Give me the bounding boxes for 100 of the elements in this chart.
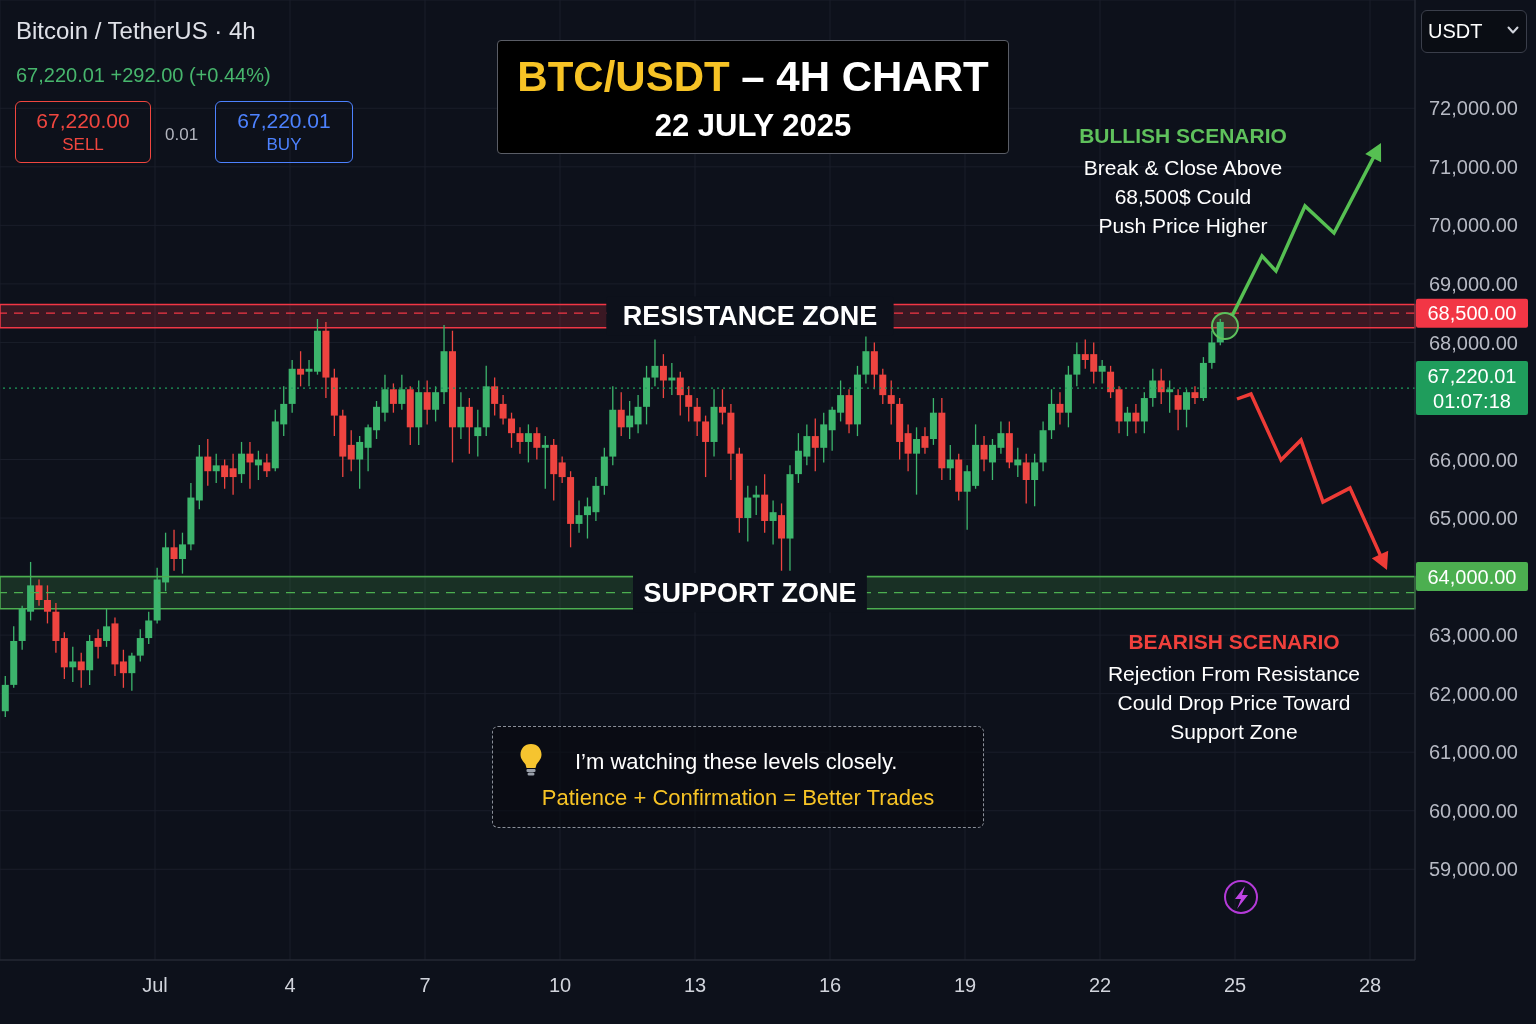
candlestick — [474, 409, 482, 458]
candlestick — [43, 584, 51, 625]
candlestick — [94, 628, 102, 660]
candlestick — [693, 397, 701, 437]
candlestick — [465, 397, 473, 455]
buy-button: 67,220.01 BUY — [215, 101, 353, 163]
candlestick — [1183, 388, 1191, 428]
candlestick — [1132, 403, 1140, 434]
candlestick — [870, 341, 878, 390]
candlestick — [702, 414, 710, 478]
candlestick — [541, 435, 549, 490]
title-frame: BTC/USDT – 4H CHART 22 JULY 2025 — [497, 40, 1009, 154]
x-tick-label: Jul — [142, 974, 168, 997]
candlestick — [263, 453, 271, 478]
candlestick — [119, 649, 127, 689]
candlestick — [178, 532, 186, 575]
candlestick — [136, 628, 144, 663]
y-tick-label: 66,000.00 — [1429, 448, 1518, 471]
candlestick — [1123, 406, 1131, 437]
annotation: I’m watching these levels closely. Patience + Confirmation = Better Trades — [540, 748, 936, 812]
annotation: Bitcoin / TetherUS · 4h — [16, 17, 256, 44]
y-tick-label: 61,000.00 — [1429, 741, 1518, 764]
y-tick-label: 68,000.00 — [1429, 331, 1518, 354]
candlestick — [1107, 365, 1115, 399]
candlestick — [1031, 453, 1039, 507]
candlestick — [879, 368, 887, 405]
candlestick — [744, 485, 752, 543]
candlestick — [238, 441, 246, 484]
candlestick — [389, 382, 397, 414]
candlestick — [356, 435, 364, 490]
candlestick — [69, 646, 77, 683]
band-label: SUPPORT ZONE — [643, 577, 857, 608]
candlestick — [533, 426, 541, 461]
x-tick-label: 19 — [953, 974, 977, 997]
y-tick-label: 69,000.00 — [1429, 273, 1518, 295]
candlestick — [575, 499, 583, 534]
y-tick-label: 60,000.00 — [1429, 799, 1518, 822]
y-tick-label: 62,000.00 — [1429, 682, 1518, 705]
candlestick — [398, 373, 406, 411]
candlestick — [128, 652, 136, 692]
candlestick — [212, 453, 220, 484]
candlestick — [499, 394, 507, 426]
candlestick — [820, 412, 828, 464]
candlestick — [1157, 368, 1165, 405]
candlestick — [457, 391, 465, 440]
x-tick-label: 7 — [419, 974, 431, 997]
y-tick-label: 65,000.00 — [1429, 507, 1518, 530]
candlestick — [685, 385, 693, 423]
ref-line-label: 68,500.00 — [1427, 302, 1517, 325]
ref-line-label: 64,000.00 — [1427, 565, 1517, 588]
candlestick — [491, 376, 499, 417]
x-tick-label: 25 — [1223, 974, 1247, 997]
candlestick — [752, 485, 760, 516]
candlestick — [626, 400, 634, 440]
candlestick — [508, 412, 516, 449]
candlestick — [913, 426, 921, 496]
y-tick-label: 71,000.00 — [1429, 155, 1518, 178]
candlestick — [35, 578, 43, 607]
x-tick-label: 4 — [284, 974, 296, 997]
y-tick-label: 59,000.00 — [1429, 858, 1518, 881]
candlestick — [946, 444, 954, 481]
candlestick — [1140, 391, 1148, 434]
candlestick — [423, 379, 431, 426]
candlestick — [170, 529, 178, 572]
x-tick-label: 13 — [683, 974, 707, 997]
candlestick — [1022, 453, 1030, 505]
y-tick-label: 70,000.00 — [1429, 214, 1518, 237]
candlestick — [524, 423, 532, 464]
candlestick — [558, 455, 566, 484]
candlestick — [651, 338, 659, 387]
candlestick — [516, 426, 524, 455]
candlestick — [432, 385, 440, 423]
candlestick — [778, 502, 786, 572]
candlestick — [718, 388, 726, 426]
annotation: BEARISH SCENARIO Rejection From Resistance Could Drop Price Toward Support Zone — [1107, 630, 1361, 743]
candlestick — [229, 453, 237, 496]
annotation: 67,220.00 SELL — [35, 108, 131, 156]
candlestick — [297, 350, 305, 387]
annotation: 67,220.01 BUY — [236, 108, 332, 156]
x-tick-label: 10 — [548, 974, 572, 997]
candlestick — [77, 652, 85, 689]
x-tick-label: 16 — [818, 974, 842, 997]
candlestick — [1098, 359, 1106, 385]
candlestick — [1174, 388, 1182, 431]
candlestick — [1216, 318, 1224, 347]
annotation: BULLISH SCENARIO Break & Close Above 68,500$ Could Push Price Higher — [1078, 123, 1288, 239]
candlestick — [246, 441, 254, 490]
candlestick — [1166, 379, 1174, 414]
y-tick-label: 63,000.00 — [1429, 624, 1518, 647]
x-tick-label: 22 — [1088, 974, 1112, 997]
y-tick-label: 72,000.00 — [1429, 97, 1518, 120]
dashed-note-frame: I’m watching these levels closely. Patience + Confirmation = Better Trades — [492, 726, 984, 828]
candlestick — [221, 458, 229, 490]
candlestick — [887, 379, 895, 426]
candlestick — [1191, 385, 1199, 405]
candlestick — [1208, 330, 1216, 370]
candlestick — [1149, 368, 1157, 408]
candlestick — [769, 499, 777, 546]
candlestick — [1056, 391, 1064, 426]
candlestick — [921, 426, 929, 455]
